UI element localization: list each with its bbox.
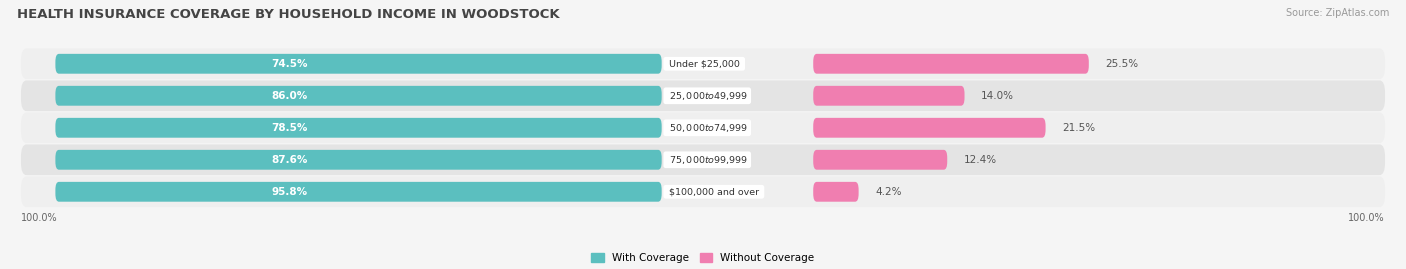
FancyBboxPatch shape	[55, 118, 662, 138]
FancyBboxPatch shape	[813, 118, 1046, 138]
Text: $100,000 and over: $100,000 and over	[666, 187, 762, 196]
Text: 100.0%: 100.0%	[21, 213, 58, 223]
Text: 14.0%: 14.0%	[981, 91, 1014, 101]
FancyBboxPatch shape	[813, 182, 859, 202]
FancyBboxPatch shape	[55, 86, 662, 106]
FancyBboxPatch shape	[21, 176, 1385, 207]
Text: 95.8%: 95.8%	[271, 187, 308, 197]
Legend: With Coverage, Without Coverage: With Coverage, Without Coverage	[588, 249, 818, 267]
FancyBboxPatch shape	[21, 112, 1385, 143]
FancyBboxPatch shape	[21, 48, 1385, 79]
Text: 100.0%: 100.0%	[1348, 213, 1385, 223]
FancyBboxPatch shape	[813, 150, 948, 170]
FancyBboxPatch shape	[55, 150, 662, 170]
Text: HEALTH INSURANCE COVERAGE BY HOUSEHOLD INCOME IN WOODSTOCK: HEALTH INSURANCE COVERAGE BY HOUSEHOLD I…	[17, 8, 560, 21]
Text: 12.4%: 12.4%	[963, 155, 997, 165]
Text: $25,000 to $49,999: $25,000 to $49,999	[666, 90, 748, 102]
Text: 86.0%: 86.0%	[271, 91, 308, 101]
Text: 74.5%: 74.5%	[271, 59, 308, 69]
FancyBboxPatch shape	[21, 144, 1385, 175]
Text: 25.5%: 25.5%	[1105, 59, 1139, 69]
Text: 78.5%: 78.5%	[271, 123, 308, 133]
FancyBboxPatch shape	[813, 54, 1088, 74]
FancyBboxPatch shape	[21, 80, 1385, 111]
FancyBboxPatch shape	[55, 182, 662, 202]
FancyBboxPatch shape	[55, 54, 662, 74]
Text: $50,000 to $74,999: $50,000 to $74,999	[666, 122, 748, 134]
Text: 21.5%: 21.5%	[1062, 123, 1095, 133]
FancyBboxPatch shape	[813, 86, 965, 106]
Text: Source: ZipAtlas.com: Source: ZipAtlas.com	[1285, 8, 1389, 18]
Text: 4.2%: 4.2%	[875, 187, 901, 197]
Text: $75,000 to $99,999: $75,000 to $99,999	[666, 154, 748, 166]
Text: 87.6%: 87.6%	[271, 155, 308, 165]
Text: Under $25,000: Under $25,000	[666, 59, 742, 68]
